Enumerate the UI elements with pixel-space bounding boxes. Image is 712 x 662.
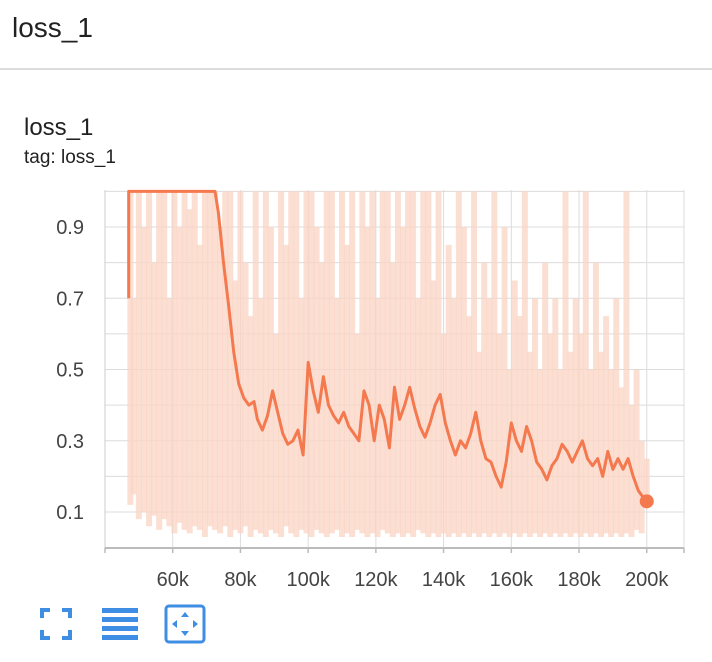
x-tick-label: 80k bbox=[224, 569, 257, 591]
tick-labels: 0.1 0.3 0.5 0.7 0.9 60k 80k 100k 120k 140k 160k 180… bbox=[56, 217, 669, 591]
x-tick-label: 140k bbox=[422, 569, 466, 591]
loss-chart[interactable]: 0.1 0.3 0.5 0.7 0.9 60k 80k 100k 120k 140k 160k 180… bbox=[0, 0, 712, 600]
y-tick-label: 0.3 bbox=[56, 431, 84, 453]
chart-axes bbox=[104, 190, 685, 553]
x-tick-label: 160k bbox=[490, 569, 534, 591]
x-tick-label: 120k bbox=[354, 569, 398, 591]
raw-series bbox=[127, 191, 650, 537]
x-tick-label: 100k bbox=[286, 569, 330, 591]
y-tick-label: 0.5 bbox=[56, 360, 84, 382]
y-tick-label: 0.9 bbox=[56, 217, 84, 239]
page-title: loss_1 bbox=[12, 12, 93, 43]
chart-card-tag: tag: loss_1 bbox=[24, 147, 116, 168]
x-tick-label: 200k bbox=[625, 569, 669, 591]
fit-domain-button[interactable] bbox=[164, 604, 206, 644]
fullscreen-icon bbox=[40, 608, 72, 640]
fullscreen-button[interactable] bbox=[36, 604, 76, 644]
smoothed-series bbox=[127, 189, 654, 509]
chart-card-title: loss_1 bbox=[24, 114, 94, 141]
smoothed-line bbox=[127, 189, 648, 503]
page-header: loss_1 bbox=[0, 0, 712, 70]
toggle-log-scale-button[interactable] bbox=[100, 604, 140, 644]
toggle-log-scale-icon bbox=[102, 608, 138, 640]
last-point-marker bbox=[639, 494, 654, 509]
x-tick-label: 60k bbox=[157, 569, 190, 591]
y-tick-label: 0.1 bbox=[56, 502, 84, 524]
y-tick-label: 0.7 bbox=[56, 288, 84, 310]
x-tick-label: 180k bbox=[557, 569, 601, 591]
fit-domain-icon bbox=[164, 604, 206, 644]
